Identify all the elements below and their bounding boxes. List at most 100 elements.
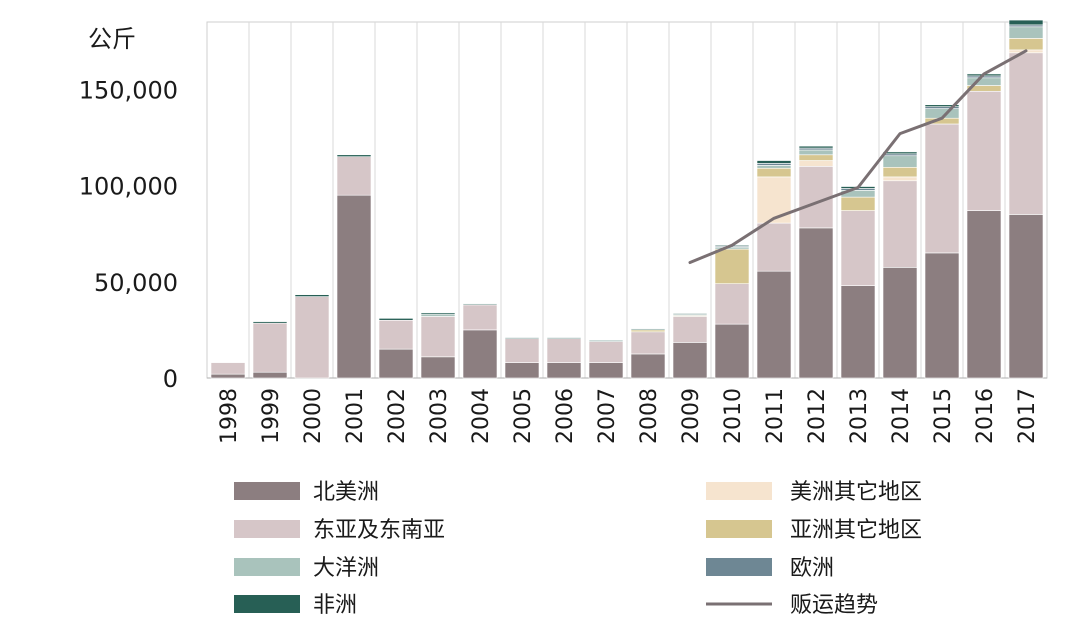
legend-swatch <box>234 520 300 538</box>
bar-segment <box>336 154 372 158</box>
bar-segment <box>462 304 498 331</box>
legend-swatch <box>706 558 772 576</box>
legend-swatch <box>234 595 300 613</box>
bar-segment <box>798 154 834 161</box>
bar-segment <box>252 321 288 324</box>
legend-label: 美洲其它地区 <box>790 480 922 505</box>
y-tick-label: 100,000 <box>79 173 178 201</box>
legend-label: 大洋洲 <box>313 556 379 581</box>
bar-segment <box>588 362 624 379</box>
legend-label: 北美洲 <box>313 480 379 505</box>
bar-segment <box>378 348 414 379</box>
bar-segment <box>756 167 792 178</box>
bar-segment <box>882 180 918 268</box>
bar-segment <box>252 371 288 379</box>
bar-segment <box>756 176 792 224</box>
x-tick-label: 2014 <box>889 388 914 444</box>
bar-segment <box>588 341 624 363</box>
bar-segment <box>1008 26 1044 39</box>
bar-segment <box>924 104 960 107</box>
legend-label: 东亚及东南亚 <box>313 518 445 543</box>
bar-segment <box>966 210 1002 379</box>
x-tick-label: 2017 <box>1015 388 1040 444</box>
x-tick-label: 1998 <box>217 388 242 444</box>
bar-segment <box>840 285 876 379</box>
bar-segment <box>504 362 540 379</box>
y-tick-label: 0 <box>163 365 178 393</box>
bar-segment <box>630 331 666 355</box>
bar-segment <box>672 342 708 379</box>
bar-segment <box>588 340 624 342</box>
bar-segment <box>378 318 414 321</box>
bar-segment <box>210 362 246 375</box>
bar-segment <box>378 319 414 350</box>
bar-segment <box>294 296 330 379</box>
x-tick-label: 2000 <box>301 388 326 444</box>
bar-segment <box>420 316 456 358</box>
bar-segment <box>882 151 918 155</box>
bar-segment <box>672 316 708 343</box>
y-tick-label: 150,000 <box>79 76 178 104</box>
y-axis-unit-label: 公斤 <box>88 25 136 53</box>
legend-swatch <box>234 558 300 576</box>
x-tick-label: 2008 <box>637 388 662 444</box>
axis-layer: 公斤 0 50,000 100,000 150,000 1998 1999 2000 2001… <box>79 25 1040 444</box>
x-tick-label: 2013 <box>847 388 872 444</box>
x-tick-label: 2006 <box>553 388 578 444</box>
bar-segment <box>756 222 792 272</box>
bar-segment <box>252 322 288 373</box>
bar-segment <box>336 194 372 379</box>
x-tick-label: 2007 <box>595 388 620 444</box>
x-tick-label: 2016 <box>973 388 998 444</box>
legend-label: 贩运趋势 <box>790 593 878 618</box>
trend-line <box>688 49 1028 265</box>
bar-segment <box>756 160 792 164</box>
bar-segment <box>1008 38 1044 51</box>
bar-segment <box>966 90 1002 211</box>
bar-segment <box>546 338 582 363</box>
x-tick-label: 2005 <box>511 388 536 444</box>
legend-label: 亚洲其它地区 <box>790 518 922 543</box>
x-tick-label: 1999 <box>259 388 284 444</box>
bar-segment <box>714 283 750 325</box>
legend-swatch <box>706 520 772 538</box>
bar-segment <box>336 156 372 196</box>
bar-segment <box>1008 214 1044 379</box>
legend-label: 非洲 <box>313 593 357 618</box>
bar-segment <box>714 248 750 285</box>
bar-segment <box>1008 19 1044 26</box>
y-tick-label: 50,000 <box>94 269 178 297</box>
legend-label: 欧洲 <box>790 556 834 581</box>
bar-segment <box>798 227 834 379</box>
bar-segment <box>420 312 456 315</box>
bar-segment <box>714 323 750 379</box>
x-tick-label: 2010 <box>721 388 746 444</box>
bar-segment <box>462 329 498 379</box>
bar-segment <box>840 196 876 211</box>
bar-segment <box>882 176 918 182</box>
x-tick-label: 2004 <box>469 388 494 444</box>
bar-segment <box>798 160 834 167</box>
bar-segment <box>882 155 918 168</box>
bar-segment <box>210 373 246 379</box>
bar-segment <box>882 267 918 379</box>
x-tick-label: 2009 <box>679 388 704 444</box>
trend-layer <box>688 49 1028 265</box>
bar-segment <box>504 337 540 339</box>
bar-segment <box>882 166 918 178</box>
bar-segment <box>546 362 582 379</box>
bar-segment <box>924 123 960 254</box>
x-tick-label: 2012 <box>805 388 830 444</box>
bars-layer <box>210 19 1044 379</box>
x-tick-label: 2015 <box>931 388 956 444</box>
bar-segment <box>756 270 792 379</box>
bar-segment <box>840 210 876 286</box>
bar-segment <box>798 149 834 156</box>
bar-segment <box>630 328 666 331</box>
grid-layer <box>206 21 1048 379</box>
bar-segment <box>294 294 330 297</box>
legend-swatch <box>706 482 772 500</box>
